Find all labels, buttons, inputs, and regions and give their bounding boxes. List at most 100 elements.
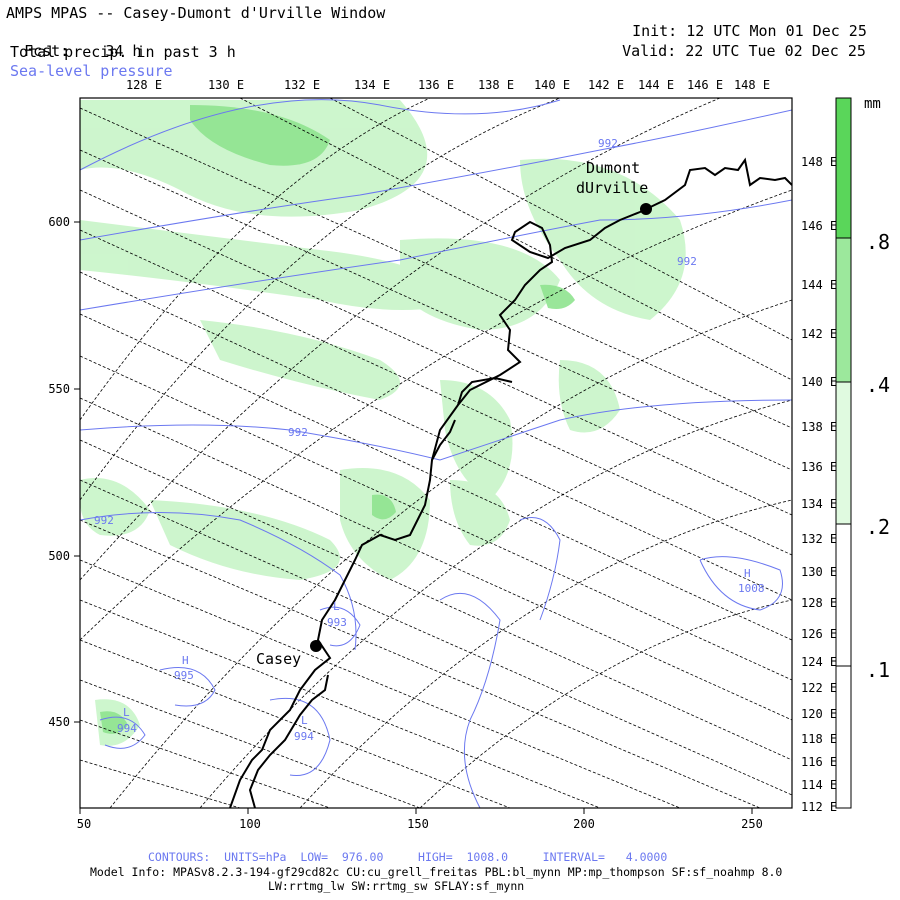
lon-label: 146 E [687, 78, 723, 92]
precip-area [558, 360, 620, 433]
contour-info: CONTOURS: UNITS=hPa LOW= 976.00 HIGH= 10… [148, 850, 668, 864]
meridian [80, 229, 792, 556]
high-value: 1008 [738, 582, 765, 595]
meridian [80, 149, 792, 471]
meridian [80, 519, 761, 808]
model-info: Model Info: MPASv8.2.3-194-gf29cd82c CU:… [90, 865, 783, 879]
lon-label: 124 E [801, 655, 837, 669]
colorbar-segment-01 [836, 524, 851, 666]
meridian [80, 107, 792, 429]
precip-area [80, 478, 150, 536]
low-value: 994 [294, 730, 314, 743]
x-tick-label: 100 [239, 817, 261, 831]
precip-area [100, 711, 128, 734]
lon-label: 148 E [801, 155, 837, 169]
forecast-hour: Fcst: 34 h [6, 24, 141, 60]
low-marker: L [301, 714, 308, 727]
station-label-dumont-2: dUrville [576, 179, 648, 197]
colorbar-label: .4 [866, 373, 890, 397]
meridian [80, 397, 792, 721]
meridian [80, 355, 792, 681]
valid-label: Valid: [622, 42, 677, 60]
valid-time: Valid: 22 UTC Tue 02 Dec 25 [604, 24, 866, 60]
station-marker-casey[interactable] [310, 640, 322, 652]
meridian [329, 98, 792, 341]
low-value: 993 [327, 616, 347, 629]
init-label: Init: [632, 22, 678, 40]
isobar [699, 556, 783, 611]
fcst-label: Fcst: [24, 42, 70, 60]
valid-value: 22 UTC Tue 02 Dec 25 [685, 42, 866, 60]
isobar [80, 99, 561, 171]
parallel [80, 98, 721, 581]
stations: Dumont dUrville Casey [256, 159, 652, 668]
meridian [80, 559, 681, 808]
colorbar-segment-08 [836, 98, 851, 238]
parallel [80, 98, 431, 421]
coast-line [457, 376, 513, 406]
map-content: Dumont dUrville Casey 992 992 992 992 H … [80, 98, 792, 808]
lon-label: 128 E [801, 596, 837, 610]
isobar [319, 606, 361, 647]
isobar [159, 667, 216, 707]
x-tick-label: 50 [77, 817, 91, 831]
meridian [80, 313, 792, 641]
chart-title: AMPS MPAS -- Casey-Dumont d'Urville Wind… [6, 4, 386, 22]
isobar [519, 517, 561, 621]
meridian [80, 719, 331, 808]
lon-label: 136 E [801, 460, 837, 474]
coast-line [248, 674, 329, 808]
precip-area [440, 380, 513, 500]
y-tick-label: 500 [48, 549, 70, 563]
low-marker: L [333, 600, 340, 613]
precip-area [372, 494, 396, 520]
lon-label: 130 E [801, 565, 837, 579]
meridian [80, 271, 792, 601]
high-marker: H [744, 567, 751, 580]
isobar-label: 992 [598, 137, 618, 150]
high-value: 995 [174, 669, 194, 682]
pressure-labels: 992 992 992 992 H 1008 L 993 H 995 L 994… [94, 137, 765, 743]
top-lon-labels: 128 E 130 E 132 E 134 E 136 E 138 E 140 … [126, 78, 770, 92]
lon-label: 128 E [126, 78, 162, 92]
colorbar: mm .8 .4 .2 .1 [835, 96, 890, 809]
y-axis: 450 500 550 600 [48, 215, 80, 729]
precip-area [520, 158, 686, 320]
isobars [80, 99, 792, 808]
lon-label: 118 E [801, 732, 837, 746]
map-frame [79, 97, 793, 809]
precip-area [150, 500, 340, 580]
colorbar-unit: mm [864, 96, 881, 112]
isobar [80, 399, 792, 461]
lon-label: 120 E [801, 707, 837, 721]
station-label-casey: Casey [256, 650, 301, 668]
lon-label: 144 E [638, 78, 674, 92]
isobar [439, 592, 501, 808]
lon-label: 134 E [354, 78, 390, 92]
y-tick-label: 600 [48, 215, 70, 229]
lon-label: 140 E [801, 375, 837, 389]
meridian [239, 98, 792, 381]
parallel [80, 98, 561, 501]
isobar-label: 992 [94, 514, 114, 527]
lon-label: 130 E [208, 78, 244, 92]
lon-label: 122 E [801, 681, 837, 695]
colorbar-label: .8 [866, 230, 890, 254]
meridian [80, 439, 792, 761]
lon-label: 146 E [801, 219, 837, 233]
meridian [80, 189, 792, 516]
precip-area [80, 220, 470, 310]
isobar [80, 199, 792, 311]
coastline [229, 157, 792, 808]
station-marker-dumont[interactable] [640, 203, 652, 215]
lon-label: 112 E [801, 800, 837, 814]
isobar-label: 992 [288, 426, 308, 439]
colorbar-segment-02 [836, 382, 851, 524]
init-time: Init: 12 UTC Mon 01 Dec 25 [614, 4, 867, 40]
lon-label: 132 E [284, 78, 320, 92]
lon-label: 136 E [418, 78, 454, 92]
lon-label: 138 E [478, 78, 514, 92]
precip-area [190, 105, 330, 166]
meridian [80, 759, 241, 808]
